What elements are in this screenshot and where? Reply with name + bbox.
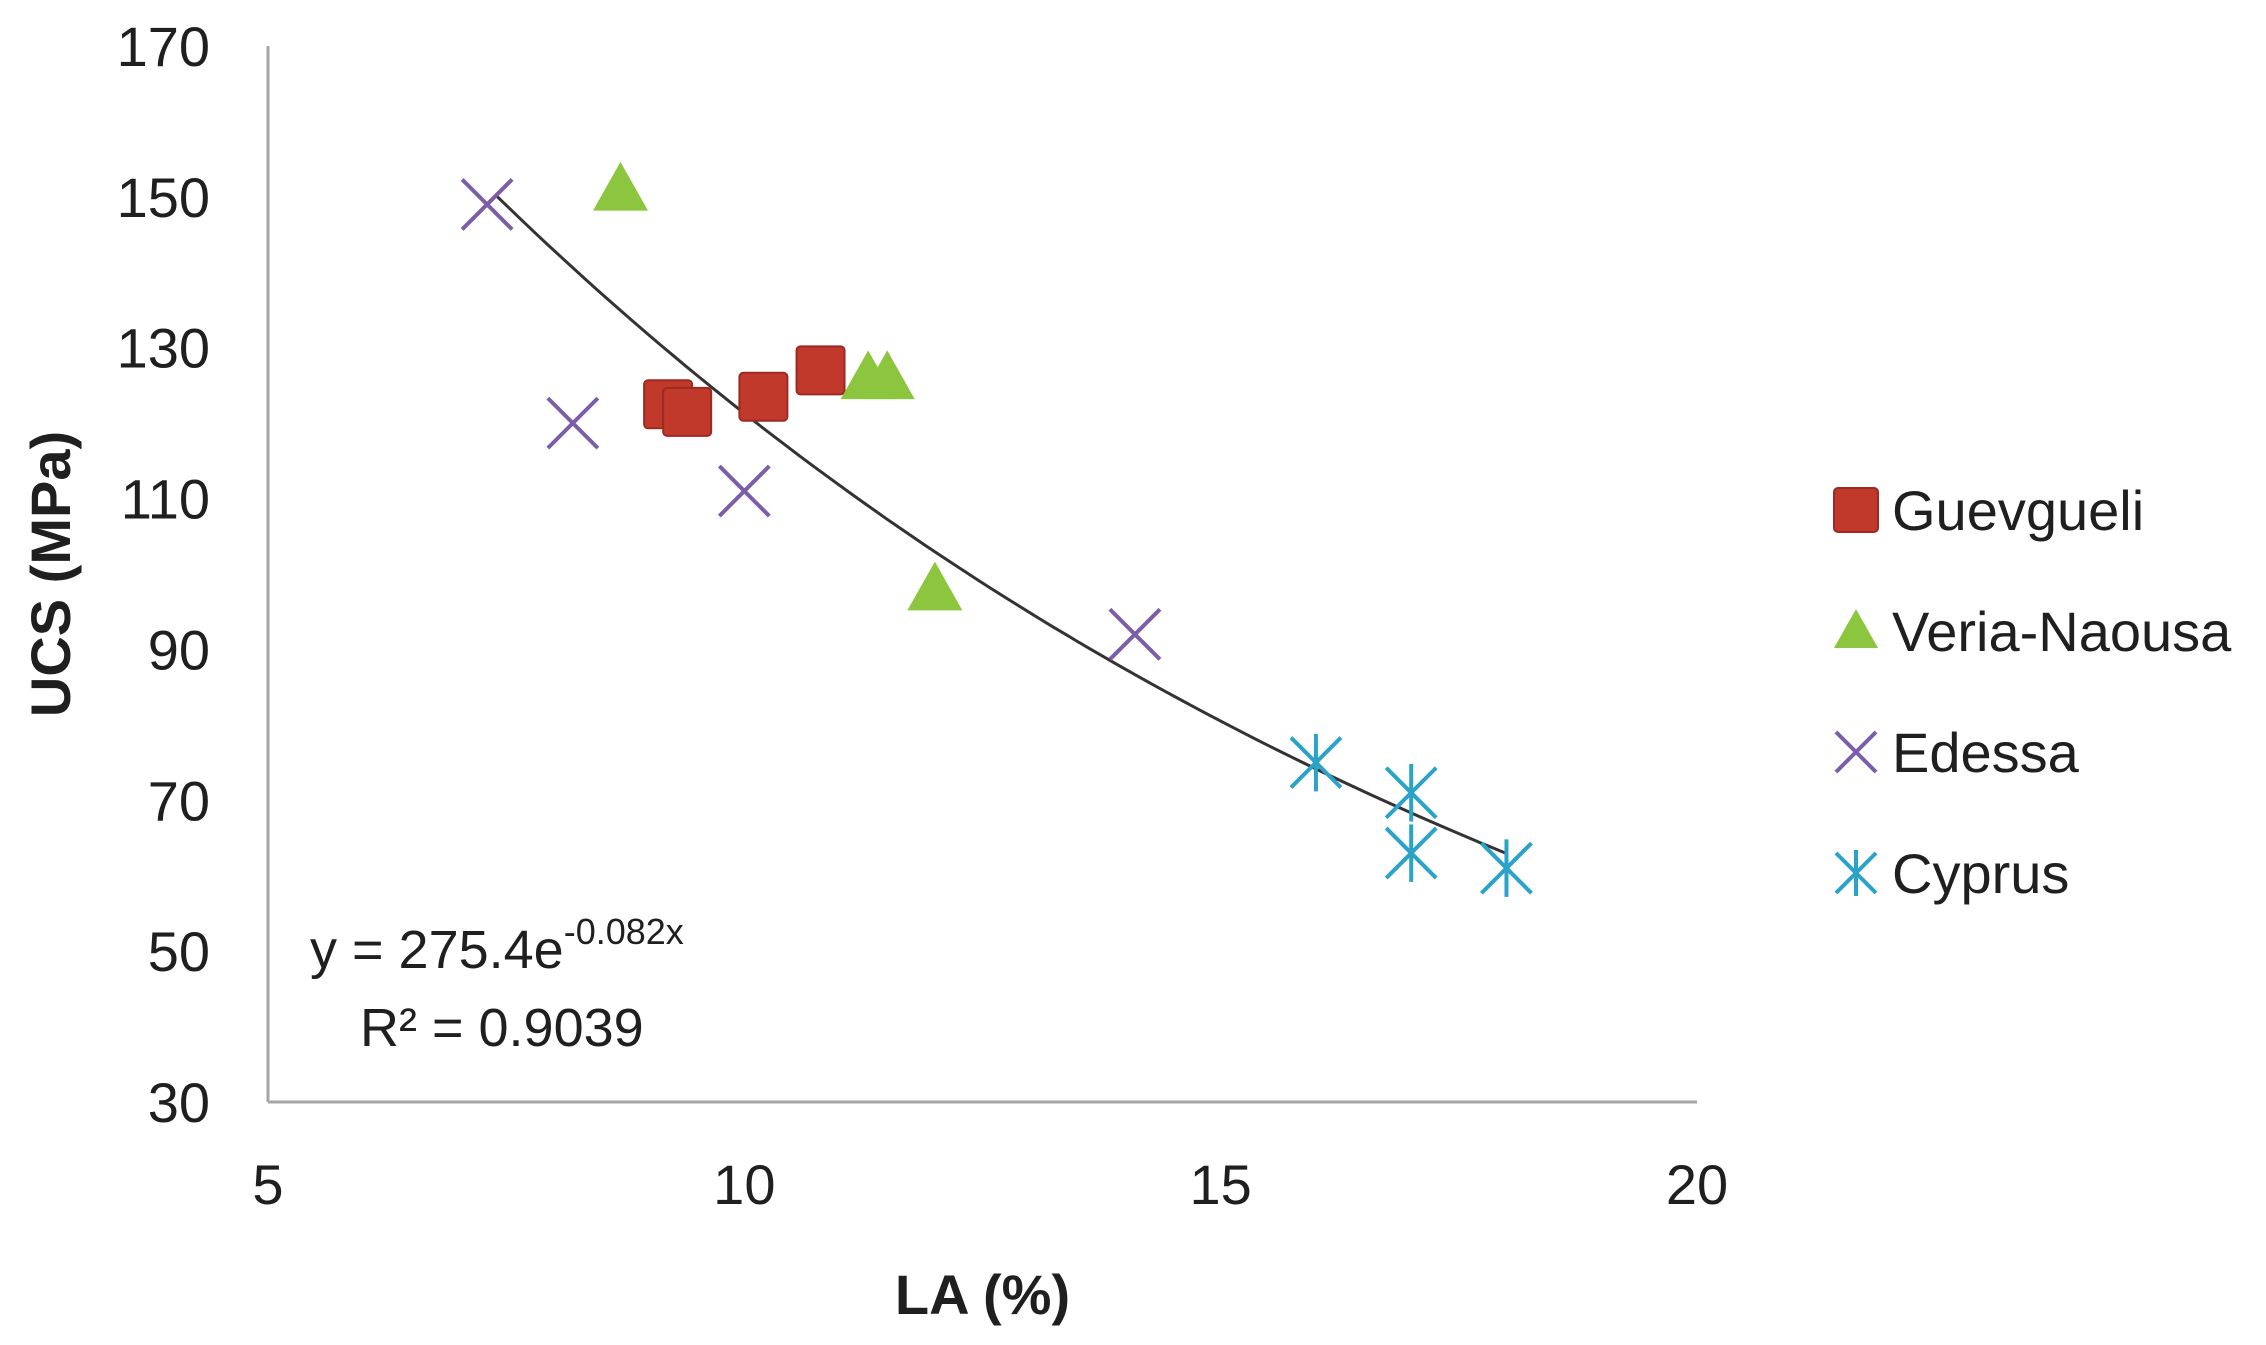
data-point-asterisk (1480, 839, 1533, 897)
equation-exponent: -0.082x (564, 911, 684, 952)
legend-item-guevgueli: Guevgueli (1833, 479, 2144, 542)
data-point-x (1108, 607, 1162, 661)
data-point-asterisk (1384, 824, 1438, 882)
series-guevgueli (643, 345, 846, 437)
axes (266, 46, 1697, 1104)
r-squared-text: R² = 0.9039 (360, 998, 644, 1058)
y-axis-title: UCS (MPa) (19, 431, 82, 717)
y-tick-label: 30 (148, 1071, 210, 1134)
y-tick-label: 50 (148, 920, 210, 983)
x-tick-labels: 5 10 15 20 (252, 1153, 1728, 1216)
y-tick-label: 170 (117, 15, 210, 78)
y-tick-label: 90 (148, 618, 210, 681)
x-axis-title: LA (%) (895, 1263, 1070, 1326)
y-tick-label: 150 (117, 166, 210, 229)
x-tick-label: 5 (252, 1153, 283, 1216)
legend-label: Cyprus (1892, 842, 2069, 905)
data-point-square (662, 386, 713, 437)
equation-text: y = 275.4e-0.082x (310, 911, 684, 980)
data-point-triangle (859, 350, 915, 400)
legend-marker-x (1834, 730, 1878, 774)
data-point-x (546, 396, 600, 450)
x-tick-label: 15 (1190, 1153, 1252, 1216)
data-point-triangle (907, 561, 963, 611)
series-veria-naousa (592, 161, 963, 611)
data-point-x (717, 464, 771, 518)
legend-item-veria-naousa: Veria-Naousa (1834, 600, 2232, 663)
legend-label: Veria-Naousa (1892, 600, 2232, 663)
y-tick-label: 130 (117, 317, 210, 380)
legend-item-cyprus: Cyprus (1834, 842, 2069, 905)
x-tick-label: 20 (1666, 1153, 1728, 1216)
legend-marker-square (1833, 487, 1879, 533)
data-point-square (738, 371, 789, 422)
equation-base: y = 275.4e (310, 920, 564, 980)
data-point-asterisk (1289, 733, 1343, 792)
data-point-asterisk (1384, 763, 1438, 822)
y-tick-labels: 30 50 70 90 110 130 150 170 (117, 15, 210, 1134)
data-points (460, 161, 1533, 897)
legend-label: Edessa (1892, 721, 2080, 784)
data-point-x (460, 177, 514, 231)
legend-label: Guevgueli (1892, 479, 2144, 542)
series-cyprus (1289, 733, 1533, 897)
trendline (495, 194, 1508, 855)
legend-marker-triangle (1834, 609, 1878, 648)
data-point-square (795, 345, 846, 396)
y-tick-label: 110 (121, 468, 210, 531)
x-tick-label: 10 (713, 1153, 775, 1216)
legend: Guevgueli Veria-Naousa Edessa Cyprus (1833, 479, 2232, 905)
legend-item-edessa: Edessa (1834, 721, 2080, 784)
legend-marker-asterisk (1834, 850, 1878, 896)
trendline-equation: y = 275.4e-0.082x R² = 0.9039 (310, 911, 684, 1058)
data-point-triangle (592, 161, 648, 211)
series-edessa (460, 177, 1162, 661)
y-tick-label: 70 (148, 769, 210, 832)
